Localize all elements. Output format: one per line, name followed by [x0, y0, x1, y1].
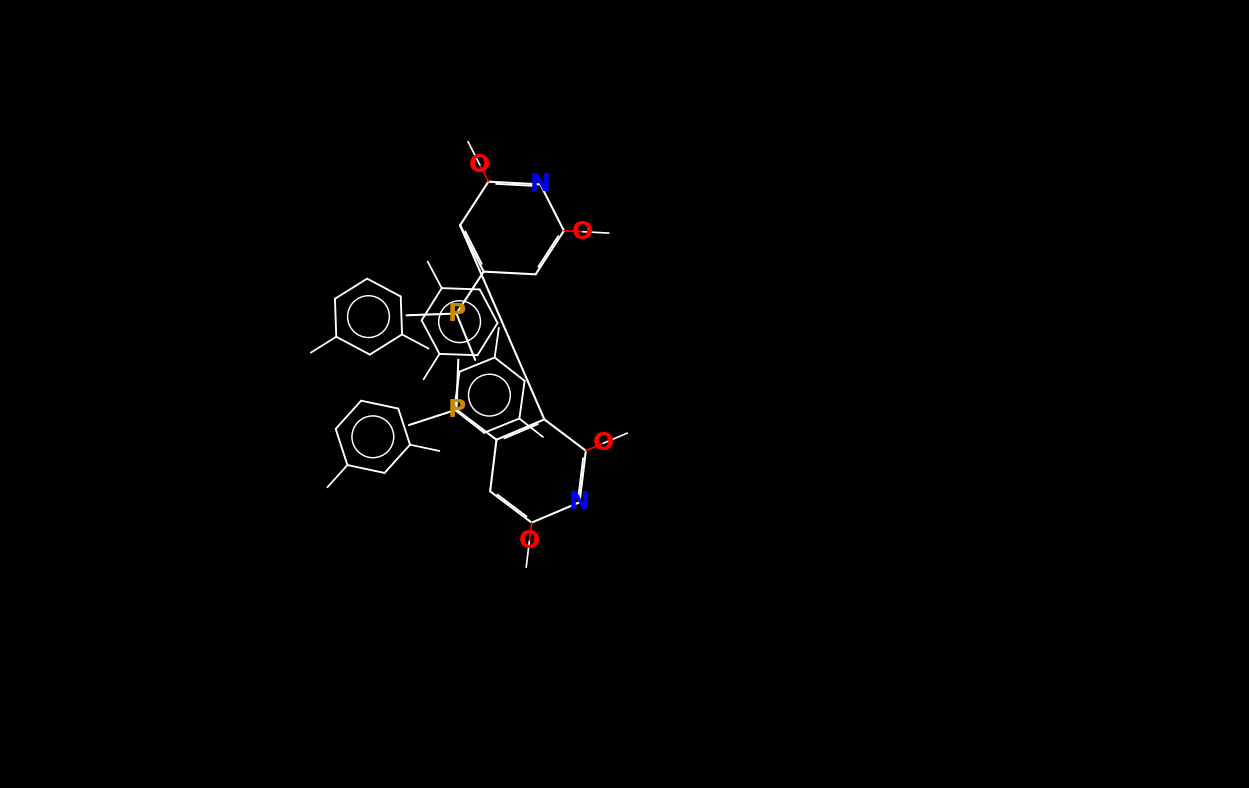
Text: O: O: [470, 153, 491, 177]
Text: N: N: [570, 490, 590, 515]
Text: O: O: [572, 220, 593, 243]
Text: O: O: [518, 530, 540, 553]
Text: N: N: [530, 173, 551, 196]
Text: O: O: [592, 431, 615, 455]
Text: P: P: [447, 302, 466, 325]
Text: P: P: [447, 398, 466, 422]
